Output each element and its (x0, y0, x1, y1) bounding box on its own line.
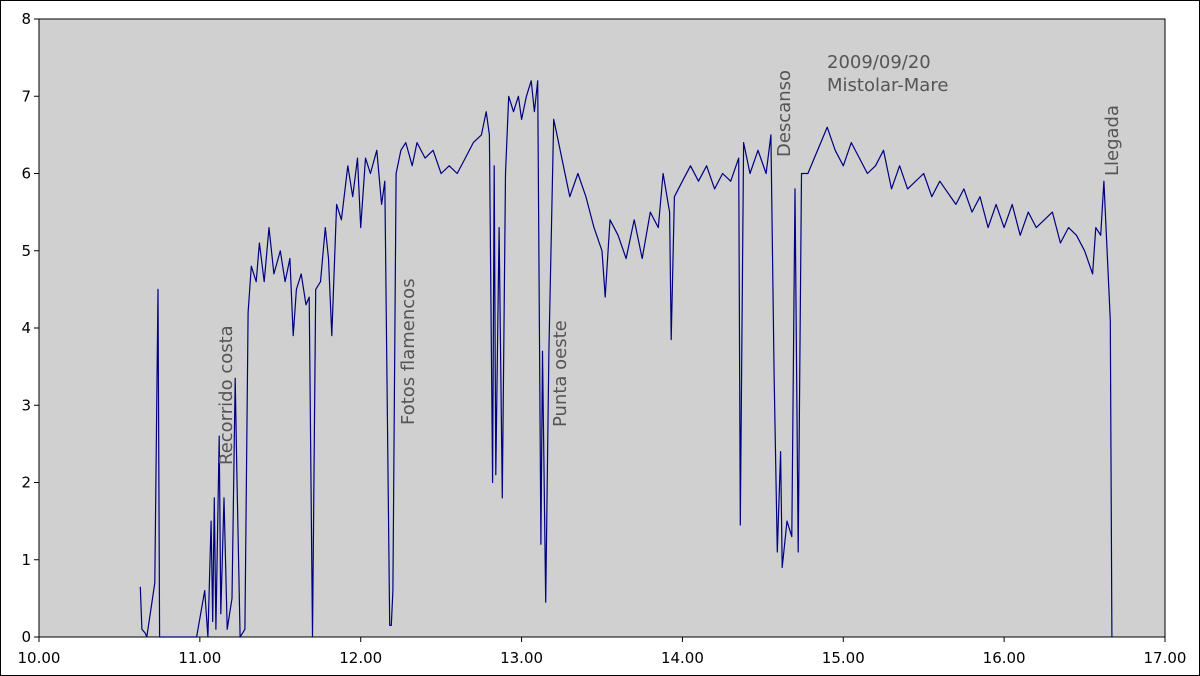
x-tick-label: 12.00 (339, 649, 382, 667)
y-tick-label: 6 (21, 165, 31, 183)
annotation: Mistolar-Mare (827, 75, 948, 96)
y-tick-label: 4 (21, 319, 31, 337)
annotation: 2009/09/20 (827, 52, 931, 73)
annotation: Llegada (1102, 105, 1123, 176)
y-tick-label: 0 (21, 628, 31, 646)
speed-line (139, 80, 1113, 638)
x-tick-label: 16.00 (983, 649, 1026, 667)
annotation: Punta oeste (550, 320, 571, 427)
x-tick-label: 13.00 (500, 649, 543, 667)
y-tick-label: 3 (21, 396, 31, 414)
x-tick-label: 10.00 (18, 649, 61, 667)
annotation: Fotos flamencos (398, 278, 419, 425)
y-tick-label: 2 (21, 474, 31, 492)
y-tick-label: 7 (21, 87, 31, 105)
y-tick-label: 5 (21, 242, 31, 260)
x-tick-label: 11.00 (178, 649, 221, 667)
y-tick-label: 8 (21, 10, 31, 28)
y-tick-label: 1 (21, 551, 31, 569)
annotation: Recorrido costa (216, 325, 237, 465)
x-tick-label: 14.00 (661, 649, 704, 667)
x-tick-label: 17.00 (1144, 649, 1187, 667)
annotation: Descanso (774, 70, 795, 157)
x-tick-label: 15.00 (822, 649, 865, 667)
plot-area (38, 18, 1166, 638)
